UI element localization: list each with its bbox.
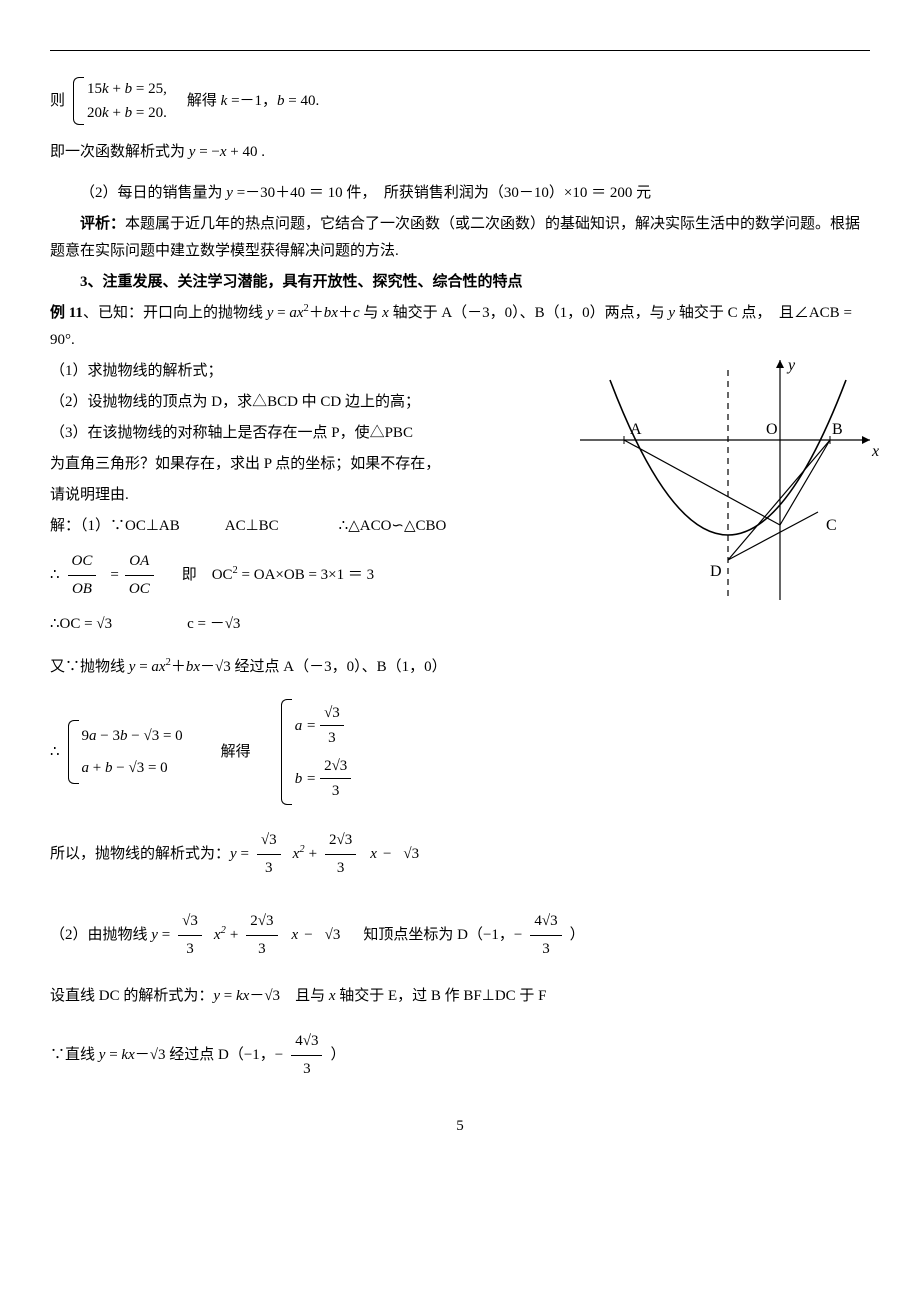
brace-solution-2: a = √33 b = 2√33: [281, 699, 352, 805]
linear-fn-result: 即一次函数解析式为 y = −x + 40 .: [50, 139, 870, 166]
similar-ratio: ∴ OC OB = OA OC 即 OC2 = OA×OB = 3×1 ＝ 3: [50, 548, 510, 603]
brace-system-2: 9a − 3b − √3 = 0 a + b − √3 = 0: [68, 720, 183, 784]
svg-text:B: B: [832, 421, 843, 438]
part2-vertex: （2）由抛物线 y = √33 x2 + 2√33 x − √3 知顶点坐标为 …: [50, 908, 870, 963]
ex11-q3b: 为直角三角形？如果存在，求出 P 点的坐标；如果不存在，: [50, 451, 510, 478]
svg-text:C: C: [826, 517, 837, 534]
svg-text:y: y: [786, 357, 796, 374]
page-number: 5: [50, 1113, 870, 1140]
example-11-head: 例 11、已知：开口向上的抛物线 y = ax2＋bx＋c 与 x 轴交于 A（…: [50, 300, 870, 354]
svg-text:D: D: [710, 563, 722, 580]
ex11-q3c: 请说明理由.: [50, 482, 510, 509]
parabola-graph: A O B C D y x: [570, 350, 890, 610]
parabola-result: 所以，抛物线的解析式为：y = √33 x2 + 2√33 x − √3: [50, 827, 870, 882]
part2-sales: （2）每日的销售量为 y =－30＋40 ＝ 10 件， 所获销售利润为（30－…: [50, 180, 870, 207]
oc-value: ∴OC = √3 c = －√3: [50, 611, 510, 638]
ex11-q3a: （3）在该抛物线的对称轴上是否存在一点 P，使△PBC: [50, 420, 510, 447]
line-dc-through-d: ∵直线 y = kx－√3 经过点 D（−1，− 4√33 ）: [50, 1028, 870, 1083]
page-top-rule: [50, 50, 870, 51]
svg-text:O: O: [766, 421, 778, 438]
prefix-ze: 则: [50, 88, 65, 115]
ex11-q1: （1）求抛物线的解析式；: [50, 358, 510, 385]
sys1-solve: 解得 k =－1，b = 40.: [187, 88, 319, 115]
system-2: ∴ 9a − 3b − √3 = 0 a + b − √3 = 0 解得 a =…: [50, 699, 870, 805]
sys2-l2: a + b − √3 = 0: [82, 752, 183, 784]
brace-system-1: 15k + b = 25, 20k + b = 20.: [73, 77, 167, 125]
oc-squared: 即 OC2 = OA×OB = 3×1 ＝ 3: [182, 562, 374, 589]
svg-text:x: x: [871, 443, 879, 460]
system-1: 则 15k + b = 25, 20k + b = 20. 解得 k =－1，b…: [50, 77, 870, 125]
svg-text:A: A: [630, 421, 642, 438]
sol1-line1: 解：（1）∵OC⊥AB AC⊥BC ∴△ACO∽△CBO: [50, 513, 510, 540]
ex11-q2: （2）设抛物线的顶点为 D，求△BCD 中 CD 边上的高；: [50, 389, 510, 416]
analysis: 评析：本题属于近几年的热点问题，它结合了一次函数（或二次函数）的基础知识，解决实…: [50, 211, 870, 265]
sys2-l1: 9a − 3b − √3 = 0: [82, 720, 183, 752]
sys1-line1: 15k + b = 25,: [87, 77, 167, 101]
line-dc-setup: 设直线 DC 的解析式为：y = kx－√3 且与 x 轴交于 E，过 B 作 …: [50, 983, 870, 1010]
parabola-through-ab: 又∵抛物线 y = ax2＋bx－√3 经过点 A（－3，0）、B（1，0）: [50, 654, 870, 681]
sys1-line2: 20k + b = 20.: [87, 101, 167, 125]
frac-oa-oc: OA OC: [125, 548, 154, 603]
frac-oc-ob: OC OB: [68, 548, 97, 603]
section-3-title: 3、注重发展、关注学习潜能，具有开放性、探究性、综合性的特点: [50, 269, 870, 296]
